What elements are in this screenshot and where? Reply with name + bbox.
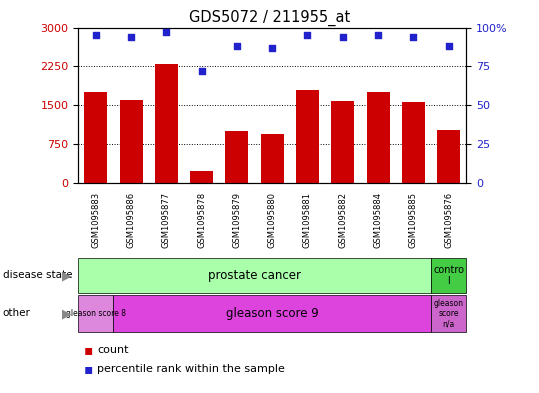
- Text: GSM1095884: GSM1095884: [374, 192, 383, 248]
- Text: ▪: ▪: [84, 343, 93, 357]
- Bar: [402, 102, 425, 183]
- Text: GSM1095886: GSM1095886: [127, 192, 136, 248]
- Bar: [155, 64, 178, 183]
- Text: GSM1095876: GSM1095876: [444, 192, 453, 248]
- Bar: [261, 134, 284, 183]
- Text: gleason score 8: gleason score 8: [66, 309, 126, 318]
- Bar: [331, 101, 354, 183]
- Text: count: count: [97, 345, 128, 355]
- Bar: [296, 90, 319, 183]
- Bar: [190, 171, 213, 183]
- Bar: [225, 131, 248, 183]
- Point: [197, 68, 206, 74]
- Point: [127, 34, 135, 40]
- Bar: [431, 258, 466, 293]
- Bar: [437, 130, 460, 183]
- Text: ▶: ▶: [62, 269, 72, 282]
- Point: [444, 43, 453, 49]
- Text: gleason
score
n/a: gleason score n/a: [433, 299, 464, 328]
- Text: gleason score 9: gleason score 9: [226, 307, 319, 320]
- Point: [233, 43, 241, 49]
- Point: [338, 34, 347, 40]
- Point: [303, 32, 312, 39]
- Text: GSM1095878: GSM1095878: [197, 192, 206, 248]
- Bar: [113, 295, 431, 332]
- Text: GSM1095877: GSM1095877: [162, 192, 171, 248]
- Text: GSM1095882: GSM1095882: [338, 192, 347, 248]
- Text: GSM1095879: GSM1095879: [232, 192, 241, 248]
- Text: GSM1095885: GSM1095885: [409, 192, 418, 248]
- Point: [162, 29, 171, 35]
- Text: GDS5072 / 211955_at: GDS5072 / 211955_at: [189, 10, 350, 26]
- Point: [92, 32, 100, 39]
- Text: GSM1095883: GSM1095883: [91, 192, 100, 248]
- Point: [268, 44, 277, 51]
- Bar: [431, 295, 466, 332]
- Text: prostate cancer: prostate cancer: [208, 269, 301, 282]
- Bar: [84, 92, 107, 183]
- Text: ▪: ▪: [84, 362, 93, 376]
- Text: contro
l: contro l: [433, 265, 464, 286]
- Point: [374, 32, 382, 39]
- Text: GSM1095880: GSM1095880: [268, 192, 277, 248]
- Text: percentile rank within the sample: percentile rank within the sample: [97, 364, 285, 375]
- Point: [409, 34, 418, 40]
- Text: ▶: ▶: [62, 307, 72, 320]
- Bar: [367, 92, 390, 183]
- Text: other: other: [3, 309, 31, 318]
- Text: disease state: disease state: [3, 270, 72, 281]
- Bar: [120, 100, 142, 183]
- Bar: [78, 295, 113, 332]
- Text: GSM1095881: GSM1095881: [303, 192, 312, 248]
